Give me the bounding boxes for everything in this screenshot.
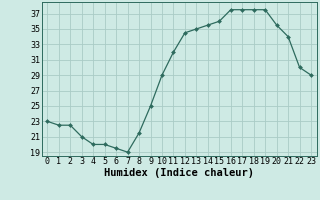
X-axis label: Humidex (Indice chaleur): Humidex (Indice chaleur) [104,168,254,178]
